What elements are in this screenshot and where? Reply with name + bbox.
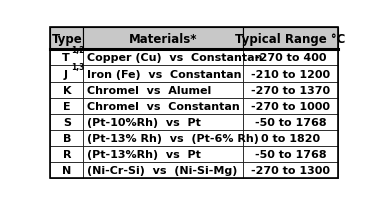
Bar [83, 50, 243, 66]
Text: Iron (Fe)  vs  Constantan: Iron (Fe) vs Constantan [87, 69, 241, 79]
Text: (Pt-13% Rh)  vs  (Pt-6% Rh): (Pt-13% Rh) vs (Pt-6% Rh) [87, 133, 259, 143]
Text: R: R [63, 149, 71, 159]
Bar [50, 98, 83, 114]
Bar [83, 146, 243, 162]
Text: E: E [63, 101, 70, 111]
Text: Chromel  vs  Alumel: Chromel vs Alumel [87, 85, 211, 95]
Bar [243, 146, 338, 162]
Text: Type: Type [52, 32, 82, 45]
Text: Chromel  vs  Constantan: Chromel vs Constantan [87, 101, 240, 111]
Text: 1,3: 1,3 [70, 62, 84, 71]
Bar [243, 66, 338, 82]
Bar [83, 114, 243, 130]
Text: (Pt-13%Rh)  vs  Pt: (Pt-13%Rh) vs Pt [87, 149, 201, 159]
Bar [243, 50, 338, 66]
Bar [83, 98, 243, 114]
Bar [83, 82, 243, 98]
Text: -270 to 1000: -270 to 1000 [251, 101, 330, 111]
Text: J: J [63, 69, 67, 79]
Bar [50, 50, 83, 66]
Bar [243, 130, 338, 146]
Bar [83, 130, 243, 146]
Text: Materials*: Materials* [129, 32, 197, 45]
Bar [243, 98, 338, 114]
Bar [243, 28, 338, 50]
Bar [243, 114, 338, 130]
Bar [243, 162, 338, 178]
Text: -210 to 1200: -210 to 1200 [251, 69, 330, 79]
Bar [50, 114, 83, 130]
Text: 1,2: 1,2 [70, 46, 84, 55]
Bar [243, 82, 338, 98]
Text: Copper (Cu)  vs  Constantan: Copper (Cu) vs Constantan [87, 53, 262, 63]
Bar [50, 146, 83, 162]
Text: N: N [62, 165, 72, 175]
Bar [83, 66, 243, 82]
Text: 0 to 1820: 0 to 1820 [261, 133, 320, 143]
Text: -270 to 1300: -270 to 1300 [251, 165, 330, 175]
Text: B: B [63, 133, 71, 143]
Text: S: S [63, 117, 71, 127]
Text: -50 to 1768: -50 to 1768 [255, 149, 326, 159]
Text: T: T [61, 53, 69, 63]
Bar [83, 28, 243, 50]
Text: (Ni-Cr-Si)  vs  (Ni-Si-Mg): (Ni-Cr-Si) vs (Ni-Si-Mg) [87, 165, 237, 175]
Text: -270 to 400: -270 to 400 [255, 53, 326, 63]
Text: (Pt-10%Rh)  vs  Pt: (Pt-10%Rh) vs Pt [87, 117, 201, 127]
Text: K: K [63, 85, 71, 95]
Text: Typical Range °C: Typical Range °C [235, 32, 346, 45]
Bar [50, 28, 83, 50]
Bar [50, 82, 83, 98]
Text: -270 to 1370: -270 to 1370 [251, 85, 330, 95]
Text: -50 to 1768: -50 to 1768 [255, 117, 326, 127]
Bar [50, 162, 83, 178]
Bar [83, 162, 243, 178]
Bar [50, 130, 83, 146]
Bar [50, 66, 83, 82]
